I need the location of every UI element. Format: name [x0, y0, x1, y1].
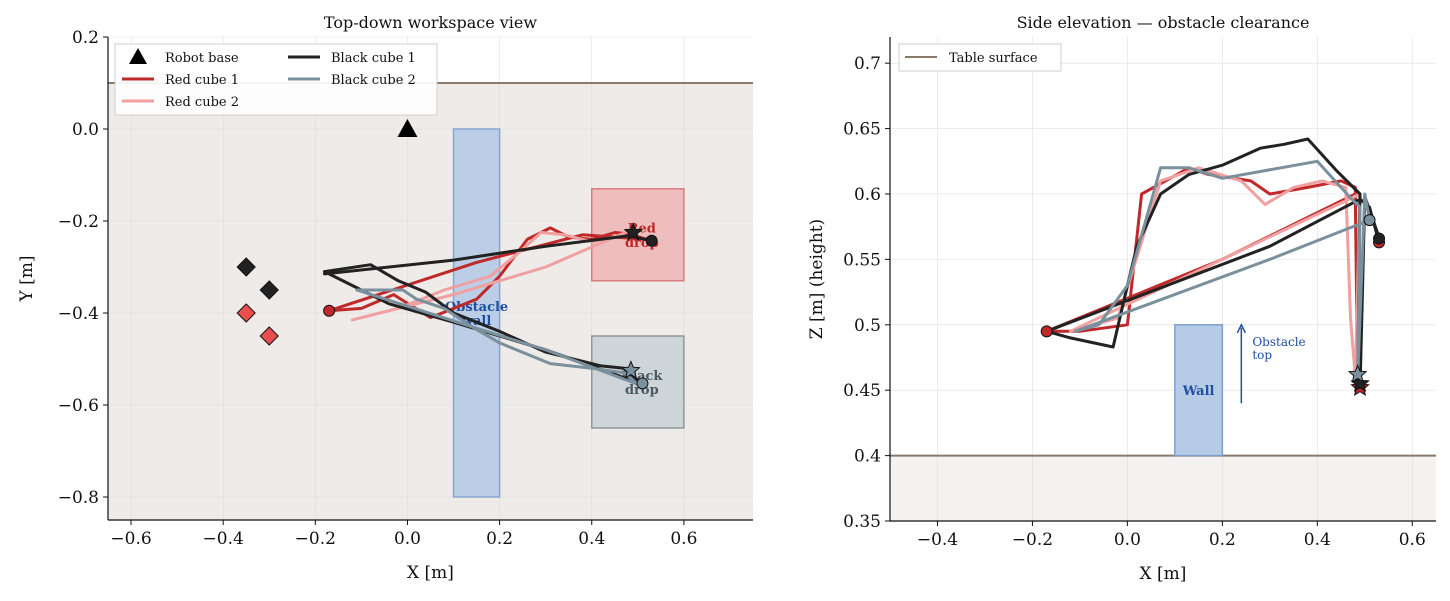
obstacle-top-label: Obstacle top [1252, 335, 1305, 362]
left-series-red-cube-2 [350, 229, 631, 322]
right-series-red-cube-1 [1045, 166, 1360, 392]
left-y-tick-label: −0.8 [58, 488, 99, 508]
right-x-tick-label: 0.0 [1114, 530, 1141, 550]
left-x-tick-label: 0.4 [578, 529, 605, 549]
left-legend: Robot base Red cube 1 Red cube 2 Black cube… [114, 43, 438, 116]
right-y-tick-label: 0.55 [843, 250, 881, 270]
right-table-area [890, 455, 1436, 521]
left-legend-box [114, 43, 438, 116]
cube-start-diamond [259, 280, 279, 300]
right-x-tick-label: 0.4 [1304, 530, 1331, 550]
right-legend: Table surface [898, 43, 1062, 72]
right-y-tick-label: 0.35 [843, 512, 881, 532]
right-y-tick-label: 0.5 [854, 316, 881, 336]
right-end-circle-marker [1363, 214, 1376, 227]
right-y-axis-label: Z [m] (height) [807, 219, 827, 339]
left-y-tick-label: 0.0 [72, 120, 99, 140]
right-y-tick-label: 0.7 [854, 54, 881, 74]
side-wall [1174, 324, 1224, 457]
left-x-tick-label: 0.2 [486, 529, 513, 549]
cube-start-diamond [236, 303, 256, 323]
legend-label: Robot base [165, 51, 239, 66]
left-x-axis-label: X [m] [407, 563, 454, 583]
left-end-circle-marker [636, 377, 649, 390]
left-x-tick-label: −0.4 [203, 529, 244, 549]
right-end-star-marker [1347, 364, 1368, 383]
left-series-black-cube-2 [355, 288, 640, 386]
right-x-tick-label: 0.2 [1209, 530, 1236, 550]
right-x-tick-label: 0.6 [1399, 530, 1426, 550]
left-title: Top-down workspace view [324, 13, 537, 32]
right-x-axis-label: X [m] [1140, 564, 1187, 584]
right-x-tick-label: −0.4 [917, 530, 958, 550]
legend-label: Black cube 1 [331, 51, 416, 66]
left-x-tick-label: −0.6 [110, 529, 151, 549]
cube-start-diamond [236, 257, 256, 277]
obstacle-top-arrow-head [1236, 323, 1247, 334]
left-y-tick-label: −0.2 [58, 212, 99, 232]
right-panel: Wall Obstacle top −0.4 −0.2 0.0 0.2 0.4 0.6 0.7 0.… [807, 13, 1436, 584]
left-x-tick-label: 0.0 [394, 529, 421, 549]
left-x-tick-label: 0.6 [670, 529, 697, 549]
robot-base-marker [397, 119, 418, 137]
right-end-circle-marker [1040, 325, 1053, 338]
legend-label: Red cube 1 [165, 73, 239, 88]
cube-start-diamond [259, 326, 279, 346]
left-end-circle-marker [323, 304, 336, 317]
left-x-tick-label: −0.2 [295, 529, 336, 549]
left-end-star-marker [623, 222, 644, 241]
left-y-tick-label: 0.2 [72, 28, 99, 48]
left-y-tick-label: −0.6 [58, 396, 99, 416]
right-y-tick-label: 0.65 [843, 120, 881, 140]
right-title: Side elevation — obstacle clearance [1017, 13, 1310, 32]
side-wall-label: Wall [1182, 384, 1215, 399]
right-y-tick-label: 0.45 [843, 381, 881, 401]
left-end-star-marker [621, 360, 641, 379]
legend-label: Table surface [949, 51, 1038, 66]
left-y-axis-label: Y [m] [17, 255, 37, 302]
left-y-tick-label: −0.4 [58, 304, 99, 324]
legend-label: Black cube 2 [331, 73, 416, 88]
right-end-circle-marker [1373, 232, 1386, 245]
right-x-tick-label: −0.2 [1012, 530, 1053, 550]
legend-robot-base-swatch [129, 48, 147, 64]
left-end-circle-marker [645, 234, 658, 247]
legend-label: Red cube 2 [165, 95, 239, 110]
right-y-tick-label: 0.6 [854, 185, 881, 205]
right-y-tick-label: 0.4 [854, 447, 881, 467]
